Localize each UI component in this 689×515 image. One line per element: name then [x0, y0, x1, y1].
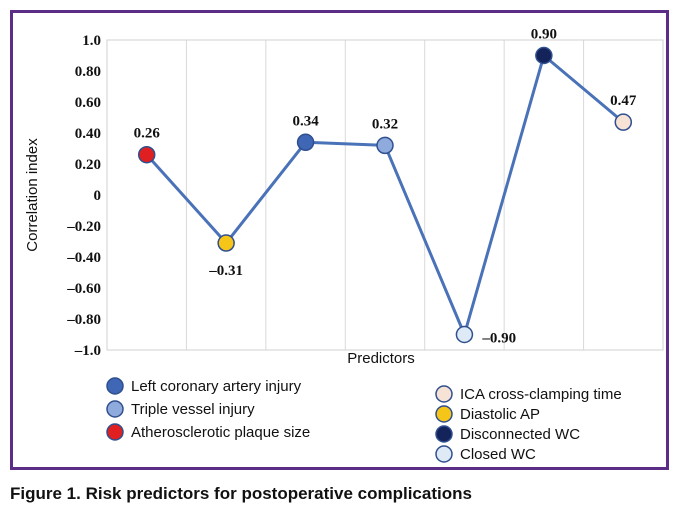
legend: Left coronary artery injury Triple vessel…	[106, 377, 622, 463]
legend-marker	[435, 385, 453, 403]
legend-label: Left coronary artery injury	[131, 378, 302, 395]
legend-marker	[106, 423, 124, 441]
data-label: 0.26	[134, 126, 161, 142]
y-tick-label: –0.20	[66, 219, 101, 235]
y-tick-label: 0.40	[75, 126, 101, 142]
plot-border	[106, 39, 664, 351]
figure-caption: Figure 1. Risk predictors for postoperat…	[10, 484, 472, 503]
correlation-chart: 1.0 0.80 0.60 0.40 0.20 0 –0.20 –0.40 –0.60 –0.80…	[24, 27, 664, 463]
point-layer	[137, 46, 633, 344]
y-tick-label: –1.0	[74, 343, 101, 359]
line-layer	[145, 54, 625, 336]
y-tick-label: 0	[94, 188, 102, 204]
data-point	[296, 133, 315, 152]
data-point	[455, 325, 474, 344]
y-tick-label: 0.60	[75, 95, 101, 111]
data-label: –0.90	[481, 331, 516, 347]
legend-marker	[435, 445, 453, 463]
data-label: 0.34	[292, 113, 319, 129]
legend-marker	[106, 377, 124, 395]
x-axis-title: Predictors	[347, 350, 415, 367]
legend-label: Closed WC	[460, 446, 536, 463]
data-label: 0.47	[610, 93, 637, 109]
legend-marker	[435, 425, 453, 443]
data-point	[614, 113, 633, 131]
y-tick-label: –0.40	[66, 250, 101, 266]
data-point	[217, 234, 235, 252]
label-layer: 0.26 –0.31 0.34 0.32 –0.90 0.90 0.47	[134, 27, 637, 347]
legend-label: Atherosclerotic plaque size	[131, 424, 310, 441]
y-tick-label: 1.0	[82, 33, 101, 49]
data-point	[137, 145, 156, 164]
data-point	[376, 136, 394, 155]
y-tick-label: 0.20	[75, 157, 101, 173]
grid-layer	[185, 40, 585, 350]
legend-label: Triple vessel injury	[131, 401, 255, 418]
legend-label: Disconnected WC	[460, 426, 580, 443]
legend-marker	[106, 400, 124, 418]
y-tick-label: –0.60	[66, 281, 101, 297]
data-label: 0.32	[372, 116, 398, 132]
figure-frame: 1.0 0.80 0.60 0.40 0.20 0 –0.20 –0.40 –0.60 –0.80…	[10, 10, 669, 470]
legend-label: Diastolic AP	[460, 406, 540, 423]
y-tick-label: –0.80	[66, 312, 101, 328]
legend-marker	[435, 405, 453, 423]
data-label: 0.90	[531, 27, 557, 43]
legend-label: ICA cross-clamping time	[460, 386, 622, 403]
y-axis-title: Correlation index	[24, 138, 41, 252]
data-point	[535, 46, 553, 65]
series-line	[145, 54, 625, 336]
axis-layer: 1.0 0.80 0.60 0.40 0.20 0 –0.20 –0.40 –0.60 –0.80…	[66, 33, 664, 359]
y-tick-label: 0.80	[75, 64, 101, 80]
data-label: –0.31	[208, 263, 243, 279]
